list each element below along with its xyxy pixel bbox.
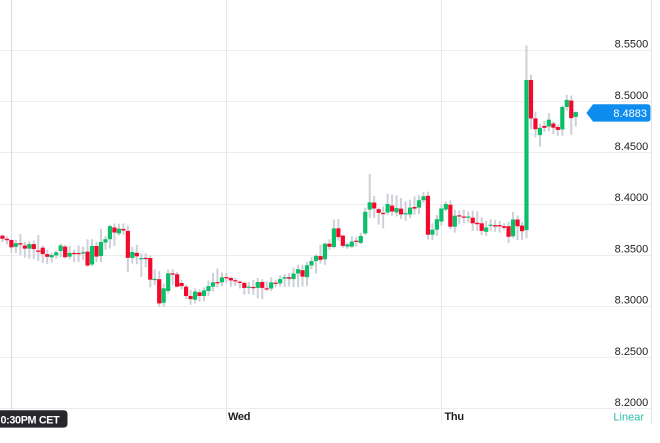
svg-text:Linear: Linear — [613, 411, 644, 423]
svg-text:8.4000: 8.4000 — [615, 192, 649, 204]
svg-text:8.4883: 8.4883 — [613, 108, 647, 120]
svg-text:Thu: Thu — [445, 411, 464, 423]
svg-text:8.2500: 8.2500 — [615, 346, 649, 358]
svg-text:8.5000: 8.5000 — [615, 90, 649, 102]
svg-text:Wed: Wed — [228, 411, 250, 423]
svg-text:8.5500: 8.5500 — [615, 39, 649, 51]
svg-text:8.3000: 8.3000 — [615, 295, 649, 307]
svg-text:8.2000: 8.2000 — [615, 397, 649, 409]
svg-text:0:30PM CET: 0:30PM CET — [1, 414, 61, 426]
svg-text:8.3500: 8.3500 — [615, 243, 649, 255]
svg-text:8.4500: 8.4500 — [615, 141, 649, 153]
